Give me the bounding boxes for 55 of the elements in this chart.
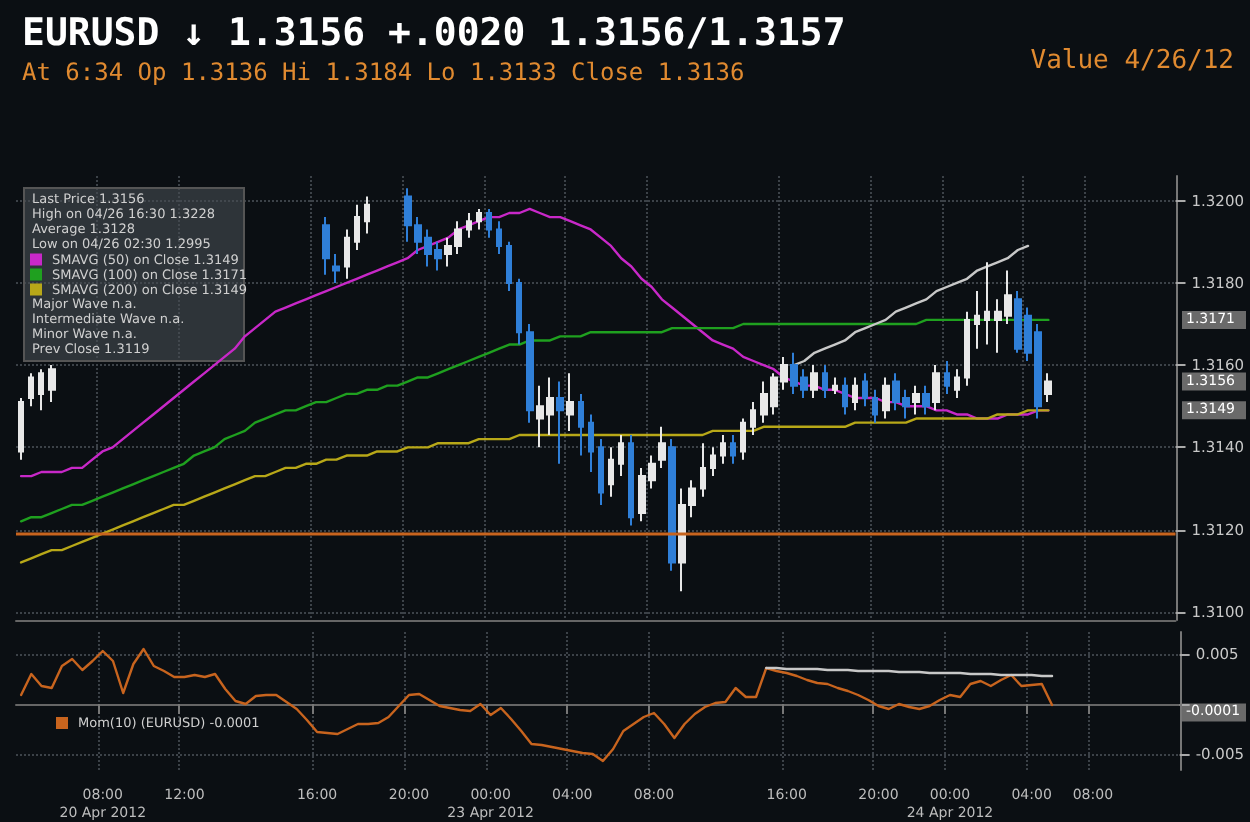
- candlestick: [628, 434, 634, 527]
- candlestick: [608, 446, 614, 498]
- candlestick: [364, 195, 370, 235]
- candlestick: [28, 372, 34, 408]
- candlestick: [984, 261, 990, 346]
- candlestick: [48, 364, 56, 404]
- candlestick: [322, 216, 330, 276]
- candlestick: [862, 372, 868, 408]
- candlestick: [832, 376, 838, 395]
- candlestick: [842, 376, 848, 416]
- candlestick: [852, 376, 858, 412]
- candlestick: [882, 376, 890, 420]
- candlestick: [954, 368, 960, 399]
- candlestick: [526, 323, 534, 424]
- candlestick: [618, 434, 624, 478]
- candlestick: [476, 207, 482, 231]
- candlestick: [700, 442, 706, 498]
- candlestick: [720, 434, 726, 465]
- candlestick: [730, 434, 736, 465]
- candlestick: [944, 360, 950, 395]
- line-series: [19, 409, 1050, 564]
- chart-title: EURUSD ↓ 1.3156 +.0020 1.3156/1.3157: [22, 11, 846, 55]
- candlestick: [38, 368, 44, 412]
- candlestick: [658, 425, 666, 469]
- candlestick: [516, 277, 522, 346]
- candlestick: [1044, 372, 1052, 404]
- candlestick: [668, 438, 676, 572]
- candlestick: [750, 401, 756, 436]
- candlestick: [872, 388, 878, 424]
- candlestick: [486, 207, 492, 239]
- line-series: [792, 244, 1030, 367]
- candlestick: [922, 384, 930, 416]
- candlestick: [912, 384, 920, 416]
- line-series: [19, 647, 1054, 763]
- candlestick: [578, 392, 584, 457]
- candlestick: [740, 417, 746, 461]
- candlestick: [556, 380, 564, 465]
- candlestick: [466, 212, 472, 239]
- candlestick: [344, 228, 350, 280]
- candlestick: [354, 203, 360, 251]
- candlestick: [588, 413, 594, 473]
- candlestick: [566, 372, 574, 432]
- candlestick: [496, 220, 502, 256]
- candlestick: [18, 397, 24, 461]
- candlestick: [506, 240, 512, 293]
- candlestick: [964, 310, 970, 387]
- candlestick: [974, 290, 980, 350]
- candlestick: [710, 446, 716, 478]
- candlestick: [822, 364, 828, 399]
- text: Value 4/26/12: [1030, 46, 1235, 76]
- candlestick: [932, 364, 940, 412]
- candlestick: [598, 438, 604, 506]
- candlestick: [332, 253, 340, 284]
- candlestick: [810, 364, 818, 399]
- chart-subtitle: At 6:34 Op 1.3136 Hi 1.3184 Lo 1.3133 Close 1.3136: [22, 58, 745, 86]
